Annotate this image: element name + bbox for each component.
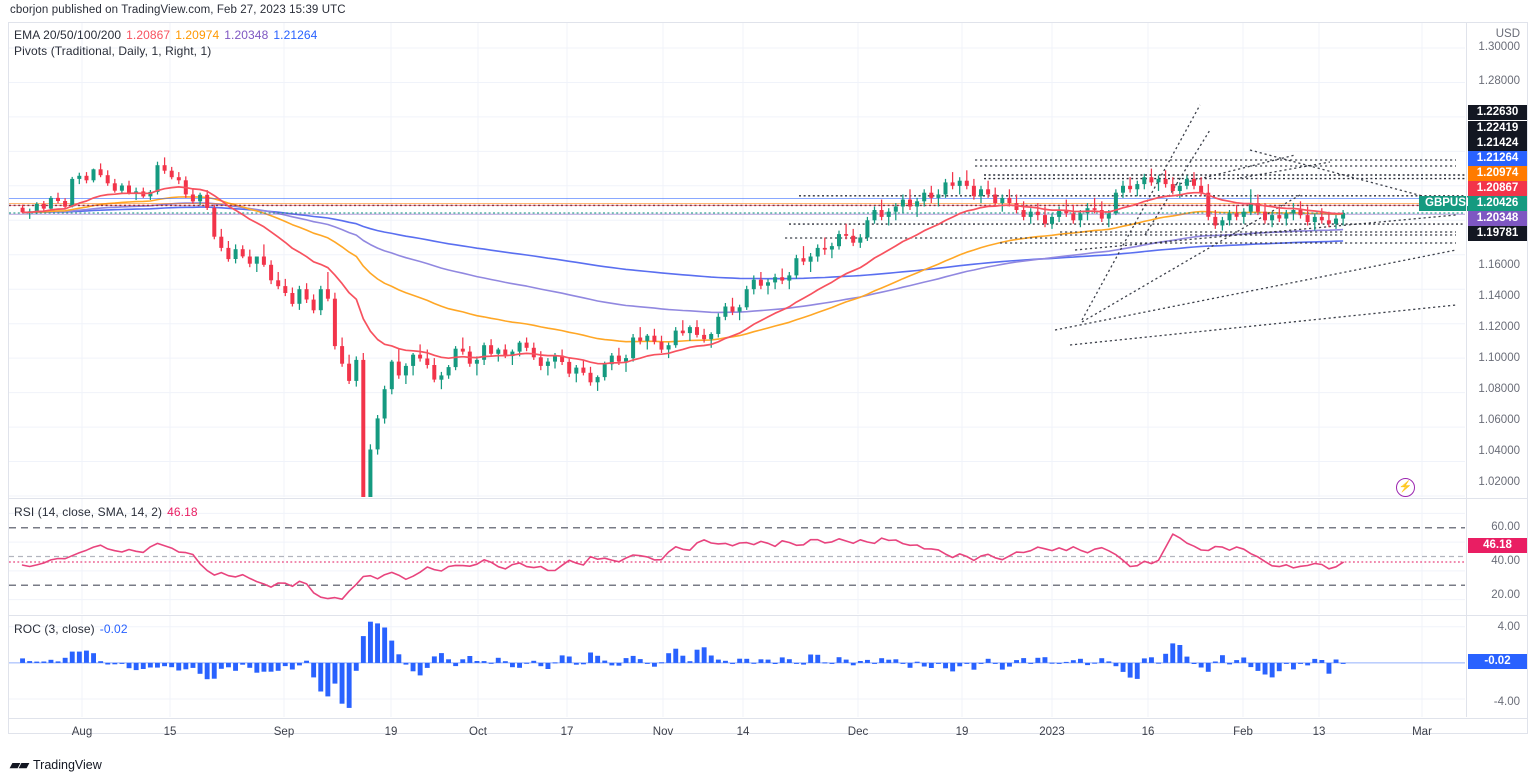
rsi-axis-tick: 20.00 — [1491, 589, 1520, 601]
ema-legend-title: EMA 20/50/100/200 — [14, 28, 122, 42]
price-axis-tick: 1.12000 — [1478, 321, 1520, 333]
price-axis-tag[interactable]: 1.22630 — [1468, 105, 1527, 120]
time-axis-label: Dec — [847, 726, 869, 738]
currency-label: USD — [1495, 28, 1520, 40]
tradingview-logo-icon: ▰▰ — [10, 757, 29, 772]
price-axis-tag[interactable]: 1.20974 — [1468, 166, 1527, 181]
time-axis-label: Aug — [71, 726, 93, 738]
tradingview-brand-label: TradingView — [33, 758, 102, 772]
price-axis-tag[interactable]: 1.20348 — [1468, 211, 1527, 226]
pane-separator-roc — [9, 615, 1528, 616]
price-axis-tick: 1.06000 — [1478, 414, 1520, 426]
price-axis-tick: 1.16000 — [1478, 259, 1520, 271]
price-axis-tick: 1.02000 — [1478, 476, 1520, 488]
roc-pane[interactable] — [9, 616, 1465, 717]
price-pane[interactable] — [9, 23, 1465, 497]
time-axis[interactable]: Aug 15 Sep 19 Oct 17 Nov 14 Dec 19 2023 16 Feb 13 Mar — [9, 718, 1528, 747]
time-axis-label: Nov — [652, 726, 674, 738]
ema200-value: 1.21264 — [273, 28, 318, 42]
price-axis-tick: 1.08000 — [1478, 383, 1520, 395]
roc-axis-tag[interactable]: -0.02 — [1468, 654, 1527, 669]
attribution-text: cborjon published on TradingView.com, Fe… — [10, 4, 346, 16]
roc-legend-value: -0.02 — [99, 622, 128, 636]
symbol-badge: GBPUSD — [1419, 196, 1481, 211]
price-axis-tag[interactable]: 1.22419 — [1468, 121, 1527, 136]
rsi-legend[interactable]: RSI (14, close, SMA, 14, 2) 46.18 — [14, 505, 198, 519]
time-axis-label: 17 — [560, 726, 574, 738]
price-axis-tick: 1.04000 — [1478, 445, 1520, 457]
ema100-value: 1.20348 — [224, 28, 269, 42]
price-axis-tick: 1.28000 — [1478, 75, 1520, 87]
rsi-axis-tag[interactable]: 46.18 — [1468, 538, 1527, 553]
price-axis-tick: 1.30000 — [1478, 41, 1520, 53]
pane-separator-rsi — [9, 498, 1528, 499]
price-axis[interactable]: USD 1.30000 1.28000 1.16000 1.14000 1.12000 1… — [1466, 23, 1528, 717]
price-axis-tick: 1.10000 — [1478, 352, 1520, 364]
lightning-bolt-icon[interactable]: ⚡ — [1396, 478, 1415, 497]
roc-legend-title: ROC (3, close) — [14, 622, 95, 636]
price-axis-tag[interactable]: 1.21264 — [1468, 151, 1527, 166]
time-axis-label: 16 — [1141, 726, 1155, 738]
tradingview-footer: ▰▰ TradingView — [10, 757, 102, 773]
time-axis-label: 2023 — [1039, 726, 1065, 738]
price-axis-tag[interactable]: 1.20426 — [1468, 196, 1527, 211]
rsi-pane[interactable] — [9, 499, 1465, 614]
time-axis-label: Sep — [273, 726, 295, 738]
pivots-legend[interactable]: Pivots (Traditional, Daily, 1, Right, 1) — [14, 44, 212, 58]
price-axis-tag[interactable]: 1.19781 — [1468, 226, 1527, 241]
time-axis-label: 13 — [1312, 726, 1326, 738]
ema20-value: 1.20867 — [126, 28, 171, 42]
price-axis-tag[interactable]: 1.21424 — [1468, 136, 1527, 151]
roc-legend[interactable]: ROC (3, close) -0.02 — [14, 622, 128, 636]
rsi-axis-tick: 60.00 — [1491, 521, 1520, 533]
price-axis-tag[interactable]: 1.20867 — [1468, 181, 1527, 196]
time-axis-label: Oct — [469, 726, 487, 738]
ema-legend[interactable]: EMA 20/50/100/200 1.20867 1.20974 1.20348 1.… — [14, 28, 317, 42]
price-axis-tick: 1.14000 — [1478, 290, 1520, 302]
time-axis-label: Feb — [1233, 726, 1253, 738]
time-axis-label: 15 — [163, 726, 177, 738]
roc-axis-tick: 4.00 — [1497, 621, 1520, 633]
time-axis-label: 19 — [384, 726, 398, 738]
rsi-legend-value: 46.18 — [167, 505, 198, 519]
time-axis-label: 19 — [955, 726, 969, 738]
time-axis-label: Mar — [1412, 726, 1432, 738]
rsi-legend-title: RSI (14, close, SMA, 14, 2) — [14, 505, 163, 519]
ema50-value: 1.20974 — [175, 28, 220, 42]
time-axis-label: 14 — [736, 726, 750, 738]
rsi-axis-tick: 40.00 — [1491, 555, 1520, 567]
roc-axis-tick: -4.00 — [1493, 696, 1520, 708]
